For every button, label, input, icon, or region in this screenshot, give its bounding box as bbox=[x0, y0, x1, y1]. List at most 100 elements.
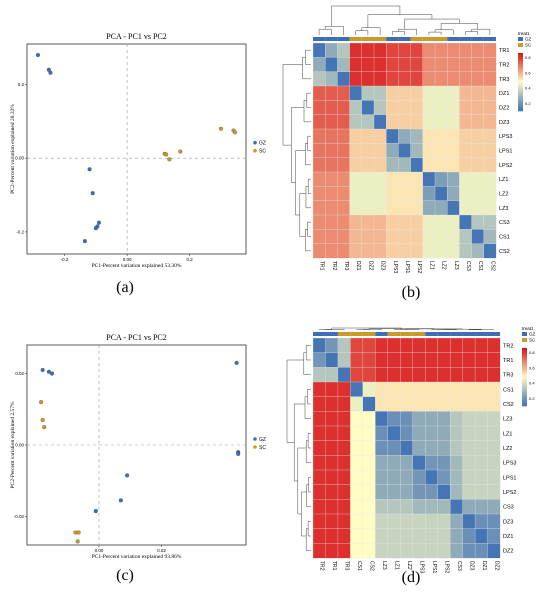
row-dendrogram-branch bbox=[305, 528, 311, 551]
heatmap-cell bbox=[312, 396, 326, 412]
data-point-gz bbox=[93, 509, 98, 514]
annotation-cell-sc bbox=[410, 37, 423, 41]
row-label: LPS3 bbox=[499, 134, 512, 140]
column-dendrogram-branch bbox=[428, 31, 442, 35]
color-scale-step bbox=[522, 363, 527, 366]
heatmap-cell bbox=[434, 100, 448, 116]
heatmap-cell bbox=[337, 214, 350, 230]
panel-label-a: (a) bbox=[116, 279, 134, 296]
column-label: DZ2 bbox=[367, 261, 373, 271]
row-dendrogram-branch bbox=[305, 345, 311, 361]
heatmap-cell bbox=[337, 128, 350, 144]
heatmap-cell bbox=[412, 469, 426, 486]
heatmap-cell bbox=[437, 396, 451, 412]
row-label: LPS2 bbox=[499, 163, 512, 169]
heatmap-cell bbox=[386, 42, 399, 58]
heatmap-cell bbox=[387, 337, 401, 354]
heatmap-cell bbox=[462, 367, 476, 383]
heatmap-cell bbox=[400, 425, 414, 442]
heatmap-cell bbox=[350, 543, 364, 559]
heatmap-cell bbox=[312, 143, 326, 159]
heatmap-cell bbox=[447, 85, 460, 101]
annotation-cell-sc bbox=[350, 332, 363, 336]
heatmap-cell bbox=[400, 367, 414, 383]
heatmap-cell bbox=[434, 171, 448, 187]
heatmap-cell bbox=[437, 528, 451, 544]
heatmap-cell bbox=[422, 214, 436, 230]
color-scale-label: 0.2 bbox=[525, 101, 531, 106]
heatmap-cell bbox=[447, 128, 460, 144]
heatmap-cell bbox=[459, 214, 472, 230]
data-point-sc bbox=[76, 530, 81, 535]
heatmap-cell bbox=[471, 229, 485, 245]
column-dendrogram-branch bbox=[471, 28, 491, 35]
color-scale-step bbox=[518, 74, 523, 77]
heatmap-cell bbox=[434, 200, 448, 216]
x-axis-label: PC1-Percent variation explained 93.86% bbox=[92, 554, 182, 560]
heatmap-cell bbox=[361, 143, 375, 159]
annotation-cell-sc bbox=[349, 37, 362, 41]
heatmap-cell bbox=[449, 337, 463, 354]
row-dendrogram-branch bbox=[297, 447, 307, 515]
heatmap-cell bbox=[350, 513, 364, 530]
column-dendrogram-branch bbox=[398, 28, 417, 35]
annotation-cell-gz bbox=[386, 37, 399, 41]
heatmap-cell bbox=[434, 157, 448, 173]
heatmap-cell bbox=[361, 57, 375, 73]
heatmap-cell bbox=[387, 411, 401, 427]
annotation-cell-gz bbox=[487, 332, 500, 336]
heatmap-cell bbox=[437, 543, 451, 559]
data-point-sc bbox=[164, 152, 169, 157]
heatmap-cell bbox=[349, 85, 363, 101]
heatmap-cell bbox=[398, 229, 411, 245]
heatmap-cell bbox=[437, 499, 451, 515]
heatmap-cell bbox=[325, 200, 338, 216]
heatmap-cell bbox=[373, 71, 387, 87]
y-tick-label: -0.02 bbox=[14, 514, 25, 519]
heatmap-cell bbox=[312, 411, 326, 427]
annotation-cell-gz bbox=[450, 332, 463, 336]
heatmap-cell bbox=[337, 440, 351, 456]
color-scale-label: 0.8 bbox=[529, 350, 535, 355]
heatmap-cell bbox=[325, 171, 338, 187]
heatmap-panel-d: TR2 TR1 TR3 CS1 CS2 LZ3 LZ1 LZ2 LPS3 LPS1 LPS2 CS3 D… bbox=[286, 326, 536, 573]
heatmap-cell bbox=[386, 200, 399, 216]
column-label: DZ2 bbox=[493, 561, 499, 571]
panel-label-b: (b) bbox=[402, 284, 421, 301]
heatmap-cell bbox=[447, 143, 460, 159]
heatmap-cell bbox=[437, 337, 451, 354]
heatmap-cell bbox=[434, 71, 448, 87]
heatmap-cell bbox=[487, 469, 501, 486]
column-dendrogram-branch bbox=[440, 23, 478, 30]
heatmap-cell bbox=[400, 396, 414, 412]
heatmap-cell bbox=[312, 484, 326, 500]
heatmap-cell bbox=[349, 229, 363, 245]
color-scale-step bbox=[522, 394, 527, 397]
heatmap-cell bbox=[386, 71, 399, 87]
row-label: TR1 bbox=[503, 358, 513, 364]
heatmap-cell bbox=[462, 381, 476, 398]
heatmap-cell bbox=[325, 440, 339, 456]
heatmap-cell bbox=[474, 337, 488, 354]
heatmap-cell bbox=[361, 42, 375, 58]
heatmap-cell bbox=[337, 243, 350, 259]
heatmap-cell bbox=[422, 85, 436, 101]
heatmap-cell bbox=[387, 455, 401, 471]
color-scale-step bbox=[518, 70, 523, 73]
heatmap-cell bbox=[410, 71, 424, 87]
heatmap-cell bbox=[362, 381, 376, 398]
heatmap-cell bbox=[373, 171, 387, 187]
color-scale-step bbox=[518, 78, 523, 81]
legend-label-sc: SC bbox=[259, 445, 266, 451]
column-dendrogram-branch bbox=[367, 14, 433, 28]
heatmap-cell bbox=[312, 100, 326, 116]
heatmap-cell bbox=[337, 171, 350, 187]
heatmap-cell bbox=[412, 411, 426, 427]
row-label: LPS3 bbox=[503, 461, 516, 467]
data-point-gz bbox=[50, 371, 55, 376]
heatmap-cell bbox=[325, 499, 339, 515]
heatmap-cell bbox=[425, 367, 439, 383]
heatmap-cell bbox=[474, 484, 488, 500]
heatmap-cell bbox=[398, 243, 411, 259]
data-point-gz bbox=[87, 167, 92, 172]
